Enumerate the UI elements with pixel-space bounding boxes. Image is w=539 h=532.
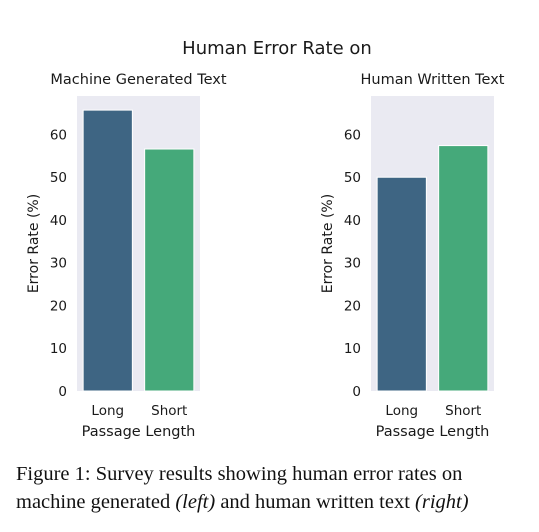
y-axis-label: Error Rate (%): [320, 194, 336, 293]
chart-title: Human Written Text: [361, 72, 505, 88]
x-tick-label: Short: [151, 403, 187, 419]
bar-long: [376, 176, 427, 392]
y-tick-label: 20: [50, 298, 67, 314]
y-tick-label: 30: [344, 256, 361, 272]
y-axis-label: Error Rate (%): [26, 194, 42, 293]
x-tick-label: Long: [91, 403, 124, 419]
y-tick-label: 10: [344, 341, 361, 357]
chart-panel-human-written: Human Written Text 0 10 20 30 40 50 60 Error Rat…: [320, 72, 505, 440]
y-tick-label: 50: [344, 170, 361, 186]
y-tick-label: 0: [58, 384, 67, 400]
y-tick-label: 40: [50, 213, 67, 229]
y-tick-label: 50: [50, 170, 67, 186]
x-tick-label: Long: [385, 403, 418, 419]
y-tick-label: 20: [344, 298, 361, 314]
bar-long: [82, 109, 133, 392]
y-tick-label: 60: [344, 127, 361, 143]
x-tick-label: Short: [445, 403, 481, 419]
chart-title: Machine Generated Text: [50, 72, 226, 88]
caption-right-marker: (right): [415, 491, 469, 513]
x-axis-label: Passage Length: [376, 424, 490, 440]
bar-short: [144, 148, 195, 392]
chart-panel-machine-generated: Machine Generated Text 0 10 20 30 40 50 60 Error…: [26, 72, 227, 440]
y-tick-label: 0: [352, 384, 361, 400]
figure-suptitle: Human Error Rate on: [182, 38, 372, 59]
caption-line-2: machine generated (left) and human writt…: [16, 488, 531, 516]
y-tick-label: 40: [344, 213, 361, 229]
y-tick-label: 10: [50, 341, 67, 357]
figure: Human Error Rate on Machine Generated Te…: [26, 38, 505, 440]
y-tick-label: 30: [50, 256, 67, 272]
caption-line-1: Figure 1: Survey results showing human e…: [16, 463, 463, 485]
caption-left-marker: (left): [175, 491, 216, 513]
x-axis-label: Passage Length: [82, 424, 196, 440]
y-tick-label: 60: [50, 127, 67, 143]
caption-text: machine generated: [16, 491, 176, 513]
bar-short: [438, 145, 489, 392]
figure-caption: Figure 1: Survey results showing human e…: [16, 460, 531, 516]
caption-text: and human written text: [215, 491, 416, 513]
